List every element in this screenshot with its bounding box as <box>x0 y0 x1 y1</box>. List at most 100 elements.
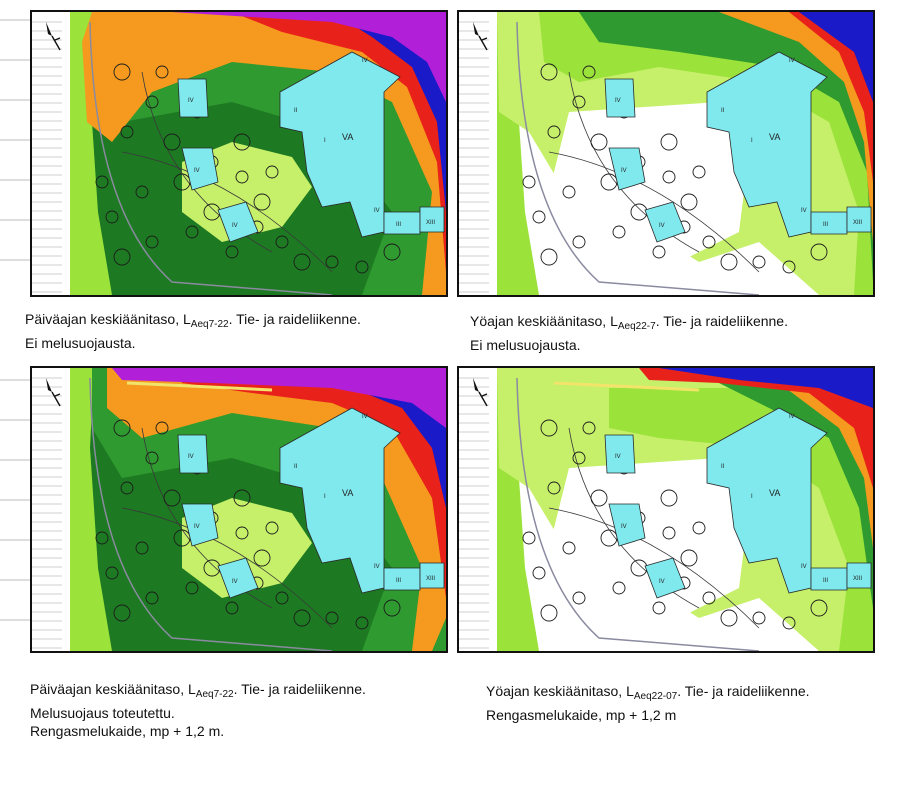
label-xiii: XIII <box>853 576 862 582</box>
tree-symbol <box>612 225 626 239</box>
label-iv: IV <box>374 208 380 214</box>
tree-symbol <box>782 616 796 630</box>
label-iv: IV <box>194 168 200 174</box>
building-iv-south <box>217 557 259 599</box>
building-xiii <box>846 206 872 233</box>
building-xiii <box>846 562 872 589</box>
tree-symbol <box>225 245 239 259</box>
building-iv-north <box>177 434 209 474</box>
path-line <box>121 507 333 629</box>
tree-symbol <box>155 421 169 435</box>
street-hatch-lines <box>459 377 489 649</box>
tree-symbol <box>540 63 558 81</box>
label-iv: IV <box>801 208 807 214</box>
tree-symbol <box>95 175 109 189</box>
label-ii: II <box>721 464 725 470</box>
tree-symbol <box>293 253 311 271</box>
north-arrow-icon <box>473 22 488 51</box>
label-iv: IV <box>188 98 194 104</box>
tree-symbol <box>652 245 666 259</box>
tree-symbol <box>105 566 119 580</box>
tree-symbol <box>590 133 608 151</box>
label-va: VA <box>342 132 353 142</box>
building-main <box>706 407 828 594</box>
tree-symbol <box>720 609 738 627</box>
tree-symbol <box>547 125 561 139</box>
path-line <box>121 151 333 273</box>
label-iv: IV <box>621 168 627 174</box>
building-iv-west <box>181 147 219 191</box>
building-main <box>279 407 401 594</box>
tree-symbol <box>680 549 698 567</box>
label-iv: IV <box>188 454 194 460</box>
buildings <box>604 407 872 599</box>
tree-symbol <box>562 185 576 199</box>
label-iv: IV <box>615 454 621 460</box>
building-iv-south <box>644 557 686 599</box>
building-iv-north <box>604 78 636 118</box>
noise-map-night-with-protection: IV IV IV II I VA IV III XIII IV <box>457 366 875 653</box>
tree-symbol <box>293 609 311 627</box>
tree-symbol <box>540 604 558 622</box>
road-line <box>516 21 760 295</box>
building-iii <box>810 567 848 591</box>
trees <box>522 63 828 274</box>
tree-symbol <box>582 421 596 435</box>
tree-symbol <box>660 489 678 507</box>
tree-symbol <box>265 521 279 535</box>
tree-symbol <box>145 95 159 109</box>
quiet-zone <box>549 458 749 618</box>
building-xiii <box>419 206 445 233</box>
label-iv: IV <box>615 98 621 104</box>
noise-zone-purple <box>112 368 446 428</box>
street-hatch-area <box>459 12 497 295</box>
building-main <box>706 51 828 238</box>
tree-symbol <box>582 65 596 79</box>
caption-line: Ei melusuojausta. <box>25 335 136 351</box>
label-iv: IV <box>801 564 807 570</box>
label-iii: III <box>823 578 828 584</box>
caption-line: Ei melusuojausta. <box>470 337 581 353</box>
noise-barrier <box>126 381 273 392</box>
label-i: I <box>751 138 753 144</box>
label-iv: IV <box>374 564 380 570</box>
tree-symbol <box>120 125 134 139</box>
label-iv: IV <box>232 579 238 585</box>
tree-symbol <box>120 481 134 495</box>
street-hatch-area <box>32 12 70 295</box>
tree-symbol <box>95 531 109 545</box>
label-iv: IV <box>362 58 368 64</box>
tree-symbol <box>782 260 796 274</box>
buildings <box>177 407 445 599</box>
building-iii <box>383 211 421 235</box>
tree-symbol <box>113 419 131 437</box>
tree-symbol <box>275 591 289 605</box>
trees <box>522 419 828 630</box>
noise-zone-orange <box>719 12 873 242</box>
tree-symbol <box>720 253 738 271</box>
building-xiii <box>419 562 445 589</box>
tree-symbol <box>113 63 131 81</box>
tree-symbol <box>572 591 586 605</box>
label-ii: II <box>294 108 298 114</box>
noise-map-day-with-protection: IV IV IV II I VA IV III XIII IV <box>30 366 448 653</box>
label-xiii: XIII <box>426 220 435 226</box>
label-i: I <box>751 494 753 500</box>
tree-symbol <box>233 133 251 151</box>
tree-symbol <box>185 581 199 595</box>
label-iv: IV <box>232 223 238 229</box>
tree-symbol <box>662 526 676 540</box>
building-iii <box>383 567 421 591</box>
street-hatch-area <box>459 368 497 651</box>
north-arrow-icon <box>46 22 61 51</box>
tree-symbol <box>680 193 698 211</box>
label-va: VA <box>769 488 780 498</box>
label-iv: IV <box>194 524 200 530</box>
noise-barrier <box>553 381 700 392</box>
tree-symbol <box>522 531 536 545</box>
label-iv: IV <box>789 58 795 64</box>
tree-symbol <box>155 65 169 79</box>
noise-zone-blue <box>282 368 446 508</box>
